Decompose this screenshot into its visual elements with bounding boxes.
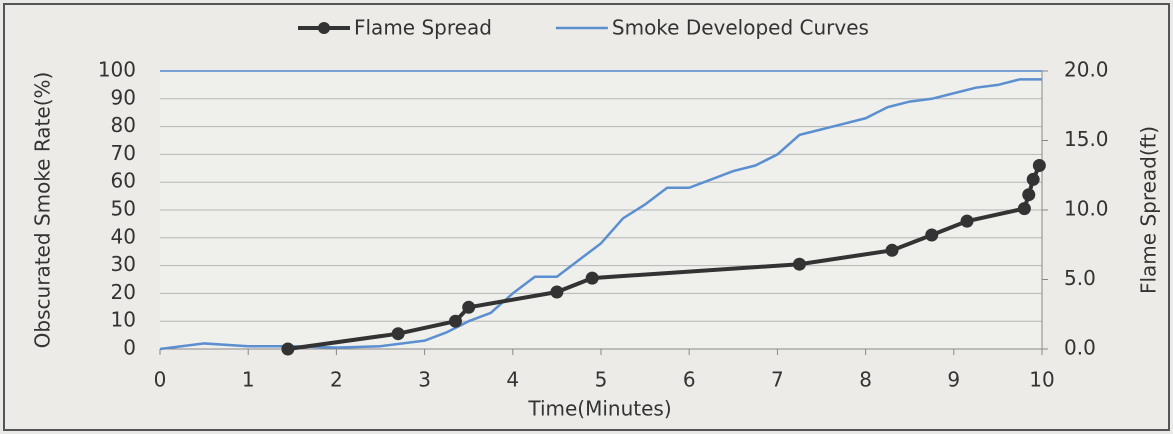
data-point — [1017, 202, 1031, 216]
data-point — [1026, 172, 1040, 186]
y-tick-label: 10 — [111, 308, 136, 332]
y-tick-label: 100 — [98, 58, 136, 82]
data-point — [448, 314, 462, 328]
data-point — [960, 214, 974, 228]
data-point — [925, 228, 939, 242]
y-axis-title: Obscurated Smoke Rate(%) — [31, 72, 55, 349]
y2-axis-title: Flame Spread(ft) — [1137, 126, 1161, 294]
data-point — [885, 243, 899, 257]
x-axis-title: Time(Minutes) — [527, 397, 671, 421]
x-tick-label: 10 — [1029, 368, 1054, 392]
data-point — [1032, 159, 1046, 173]
data-point — [550, 285, 564, 299]
x-tick-label: 7 — [771, 368, 784, 392]
x-tick-label: 6 — [683, 368, 696, 392]
y-tick-label: 70 — [111, 141, 136, 165]
x-tick-label: 9 — [947, 368, 960, 392]
y-tick-label: 90 — [111, 85, 136, 109]
y-tick-label: 50 — [111, 197, 136, 221]
legend-marker — [318, 22, 330, 34]
x-tick-label: 3 — [418, 368, 431, 392]
data-point — [462, 300, 476, 314]
y2-tick-label: 5.0 — [1064, 266, 1096, 290]
y-tick-label: 20 — [111, 280, 136, 304]
x-tick-label: 4 — [506, 368, 519, 392]
x-tick-label: 5 — [595, 368, 608, 392]
y-tick-label: 40 — [111, 224, 136, 248]
x-tick-label: 1 — [242, 368, 255, 392]
y2-tick-label: 20.0 — [1064, 58, 1109, 82]
y-tick-label: 30 — [111, 252, 136, 276]
y2-tick-label: 0.0 — [1064, 336, 1096, 360]
data-point — [585, 271, 599, 285]
data-point — [1022, 188, 1036, 202]
y2-tick-label: 15.0 — [1064, 127, 1109, 151]
y2-tick-label: 10.0 — [1064, 197, 1109, 221]
x-tick-label: 0 — [154, 368, 167, 392]
data-point — [792, 257, 806, 271]
data-point — [391, 327, 405, 341]
y-tick-label: 0 — [123, 336, 136, 360]
x-tick-label: 8 — [859, 368, 872, 392]
data-point — [281, 342, 295, 356]
legend-label: Smoke Developed Curves — [612, 16, 869, 40]
series-line — [159, 78, 1042, 351]
legend-label: Flame Spread — [354, 16, 492, 40]
y-tick-label: 80 — [111, 113, 136, 137]
y-tick-label: 60 — [111, 169, 136, 193]
x-tick-label: 2 — [330, 368, 343, 392]
